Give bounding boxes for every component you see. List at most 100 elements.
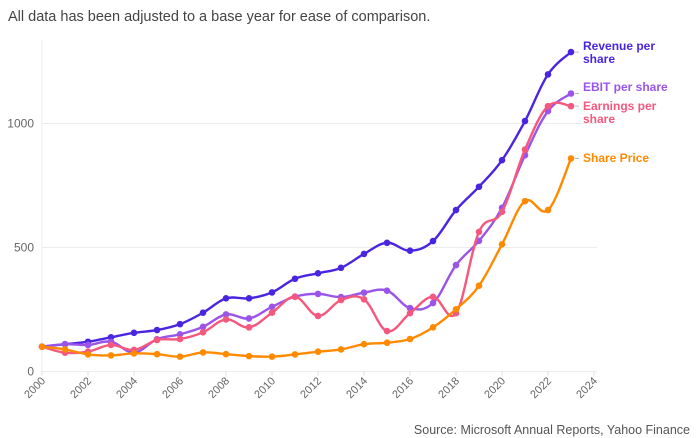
data-point — [268, 289, 276, 296]
x-tick-label: 2022 — [528, 375, 554, 401]
data-point — [383, 327, 391, 335]
data-point — [176, 320, 184, 328]
data-point — [291, 293, 299, 301]
data-point — [360, 250, 368, 258]
x-tick-label: 2018 — [436, 375, 462, 401]
data-point — [314, 348, 322, 355]
data-point — [222, 316, 230, 323]
data-point — [199, 349, 207, 356]
data-point — [222, 295, 230, 302]
data-point — [567, 102, 575, 110]
series-label: EBIT per share — [583, 80, 668, 94]
data-point — [199, 323, 207, 331]
data-point — [291, 275, 299, 283]
data-point — [61, 346, 69, 353]
series-label: Share Price — [583, 151, 649, 165]
data-point — [544, 206, 552, 214]
source-note: Source: Microsoft Annual Reports, Yahoo … — [413, 423, 690, 437]
data-point — [130, 350, 138, 357]
y-tick-label: 1000 — [7, 117, 34, 131]
x-tick-label: 2016 — [390, 375, 416, 401]
data-point — [291, 351, 299, 358]
data-point — [452, 261, 460, 269]
series-line-3 — [41, 157, 573, 358]
data-point — [406, 309, 414, 317]
x-tick-label: 2008 — [206, 375, 232, 401]
data-point — [360, 340, 368, 348]
data-point — [567, 155, 575, 162]
data-point — [475, 282, 483, 289]
data-point — [383, 239, 391, 247]
data-point — [498, 156, 506, 164]
data-point — [61, 340, 69, 348]
data-point — [521, 197, 529, 205]
data-point — [475, 228, 483, 236]
data-point — [429, 299, 437, 307]
data-point — [153, 336, 161, 344]
data-point — [222, 311, 230, 318]
data-point — [268, 353, 276, 360]
data-point — [314, 312, 322, 320]
data-point — [245, 324, 253, 331]
series-label: Revenue per — [583, 39, 655, 53]
y-tick-label: 0 — [27, 365, 34, 379]
data-point — [429, 293, 437, 301]
x-tick-label: 2004 — [114, 375, 140, 401]
x-tick-label: 2002 — [68, 375, 94, 401]
data-point — [337, 296, 345, 304]
data-point — [567, 48, 575, 56]
data-point — [337, 346, 345, 353]
data-point — [406, 247, 414, 255]
series-line-0 — [41, 51, 572, 348]
series-line-2 — [41, 101, 572, 355]
data-point — [406, 304, 414, 312]
data-point — [429, 324, 437, 331]
data-point — [268, 309, 276, 317]
data-point — [107, 341, 115, 349]
data-point — [567, 90, 575, 97]
x-tick-label: 2014 — [344, 375, 370, 401]
data-point — [521, 117, 529, 125]
data-point — [521, 146, 529, 153]
data-point — [383, 287, 391, 294]
data-point — [245, 295, 253, 302]
data-point — [84, 351, 92, 358]
y-tick-label: 500 — [14, 241, 34, 255]
data-point — [153, 326, 161, 334]
series-label: share — [583, 52, 615, 66]
data-point — [38, 343, 46, 351]
chart-subtitle: All data has been adjusted to a base yea… — [8, 9, 431, 25]
data-point — [406, 335, 414, 343]
data-point — [314, 269, 322, 277]
x-tick-label: 2010 — [252, 375, 278, 401]
data-point — [84, 341, 92, 349]
data-point — [360, 296, 368, 303]
data-point — [314, 290, 322, 298]
data-point — [337, 264, 345, 272]
data-point — [544, 71, 552, 78]
data-point — [383, 339, 391, 347]
data-point — [498, 240, 506, 248]
data-point — [544, 102, 552, 110]
data-point — [268, 303, 276, 311]
data-point — [130, 329, 138, 337]
x-tick-label: 2006 — [160, 375, 186, 401]
data-point — [475, 183, 483, 191]
data-point — [176, 353, 184, 360]
data-point — [176, 331, 184, 338]
x-tick-label: 2024 — [574, 375, 600, 401]
data-point — [222, 350, 230, 358]
data-point — [452, 305, 460, 313]
data-point — [107, 352, 115, 359]
series-line-1 — [41, 92, 572, 354]
series-label: share — [583, 112, 615, 126]
data-point — [176, 335, 184, 343]
data-point — [429, 237, 437, 245]
data-point — [452, 206, 460, 214]
x-tick-label: 2000 — [22, 375, 48, 401]
x-tick-label: 2012 — [298, 375, 324, 401]
data-point — [245, 352, 253, 360]
data-point — [153, 350, 161, 358]
data-point — [199, 309, 207, 317]
